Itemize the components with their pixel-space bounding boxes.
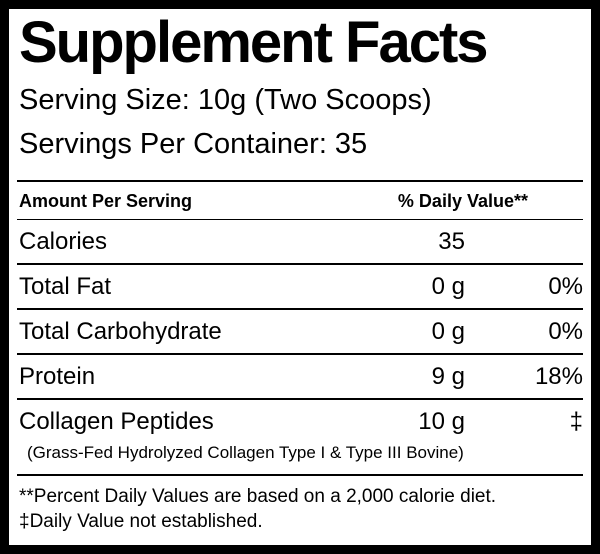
servings-per-container-text: Servings Per Container: 35	[19, 128, 368, 161]
nutrient-row-protein: Protein 9 g 18%	[17, 353, 583, 398]
amount-per-serving-header: Amount Per Serving	[19, 191, 193, 212]
nutrient-daily-value: 0%	[548, 273, 583, 301]
divider-thick-top	[17, 180, 583, 183]
nutrient-name: Total Carbohydrate	[19, 318, 222, 346]
nutrient-name: Protein	[19, 363, 96, 391]
divider-header-underline	[17, 219, 583, 221]
nutrient-name: Calories	[19, 228, 108, 256]
nutrient-row-total-carbohydrate: Total Carbohydrate 0 g 0%	[17, 308, 583, 353]
nutrient-amount: 9 g	[431, 363, 465, 391]
ingredient-row-collagen-peptides: Collagen Peptides 10 g ‡	[17, 400, 583, 443]
nutrient-amount: 0 g	[431, 273, 465, 301]
divider-thick-middle	[17, 398, 583, 401]
serving-size-text: Serving Size: 10g (Two Scoops)	[19, 83, 432, 116]
ingredient-amount: 10 g	[418, 408, 465, 436]
nutrient-row-calories: Calories 35	[17, 220, 583, 263]
nutrient-row-total-fat: Total Fat 0 g 0%	[17, 263, 583, 308]
nutrient-daily-value: 0%	[548, 318, 583, 346]
ingredient-daily-value: ‡	[569, 408, 583, 436]
nutrient-daily-value: 18%	[534, 363, 583, 391]
footnote-daily-values: **Percent Daily Values are based on a 2,…	[19, 485, 497, 507]
nutrient-name: Total Fat	[19, 273, 112, 301]
divider-thick-bottom	[17, 473, 583, 476]
table-header-row: Amount Per Serving % Daily Value**	[17, 182, 583, 219]
ingredient-description: (Grass-Fed Hydrolyzed Collagen Type I & …	[27, 443, 464, 463]
label-title: Supplement Facts	[19, 10, 489, 75]
nutrient-amount: 35	[438, 228, 465, 256]
nutrient-amount: 0 g	[431, 318, 465, 346]
footnote-not-established: ‡Daily Value not established.	[19, 511, 263, 533]
ingredient-name: Collagen Peptides	[19, 408, 214, 436]
footnotes-section: **Percent Daily Values are based on a 2,…	[17, 476, 583, 539]
daily-value-header: % Daily Value**	[397, 191, 528, 212]
